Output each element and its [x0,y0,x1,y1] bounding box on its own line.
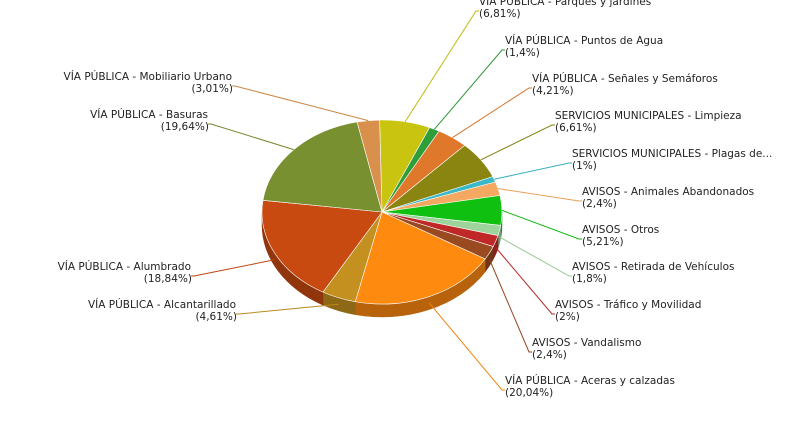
slice-label: AVISOS - Tráfico y Movilidad [555,299,701,311]
leader-lines [191,10,582,391]
slice-value-label: (1,8%) [572,273,607,285]
slice-value-label: (20,04%) [505,387,553,399]
leader-line-13 [208,123,294,151]
leader-line-14 [232,85,369,122]
leader-line-7 [499,236,572,277]
slice-value-label: (2,4%) [582,198,617,210]
slice-label: VÍA PÚBLICA - Mobiliario Urbano [64,70,232,83]
leader-line-12 [191,259,275,277]
slice-value-label: (2,4%) [532,349,567,361]
slice-value-label: (4,21%) [532,85,574,97]
slice-label: VÍA PÚBLICA - Aceras y calzadas [505,374,675,387]
leader-line-8 [495,247,555,315]
slice-label: VÍA PÚBLICA - Puntos de Agua [505,34,663,47]
slice-label: VÍA PÚBLICA - Señales y Semáforos [532,72,718,85]
slice-value-label: (1%) [572,160,597,172]
pie-slices [261,119,503,305]
slice-value-label: (4,61%) [195,311,237,323]
slice-value-label: (5,21%) [582,236,624,248]
leader-line-1 [434,49,505,130]
slice-value-label: (3,01%) [191,83,233,95]
slice-label: AVISOS - Vandalismo [532,337,641,349]
leader-line-4 [494,162,572,180]
slice-label: AVISOS - Animales Abandonados [582,186,754,198]
pie-slice-12[interactable] [261,199,383,293]
leader-line-3 [480,124,555,161]
leader-line-2 [452,87,532,138]
slice-label: AVISOS - Otros [582,224,659,236]
leader-line-11 [236,303,339,315]
pie-slice-10[interactable] [354,211,486,305]
leader-line-10 [428,302,505,391]
slice-value-label: (6,81%) [479,8,521,20]
leader-line-0 [404,10,479,122]
slice-value-label: (1,4%) [505,47,540,59]
slice-label: AVISOS - Retirada de Vehículos [572,261,734,273]
slice-label: VÍA PÚBLICA - Alumbrado [58,260,191,273]
slice-label: VÍA PÚBLICA - Alcantarillado [88,298,236,311]
leader-line-6 [501,209,582,240]
slice-value-label: (18,84%) [144,273,192,285]
slice-label: SERVICIOS MUNICIPALES - Plagas de... [572,148,772,160]
slice-value-label: (2%) [555,311,580,323]
slice-label: SERVICIOS MUNICIPALES - Limpieza [555,110,742,122]
slice-labels: VÍA PÚBLICA - Parques y jardines(6,81%) V… [58,0,773,399]
slice-value-label: (6,61%) [555,122,597,134]
leader-line-5 [497,188,582,202]
leader-line-9 [489,259,532,353]
slice-value-label: (19,64%) [161,121,209,133]
pie-slice-13[interactable] [262,121,383,213]
slice-label: VÍA PÚBLICA - Parques y jardines [479,0,651,8]
slice-label: VÍA PÚBLICA - Basuras [90,108,208,121]
